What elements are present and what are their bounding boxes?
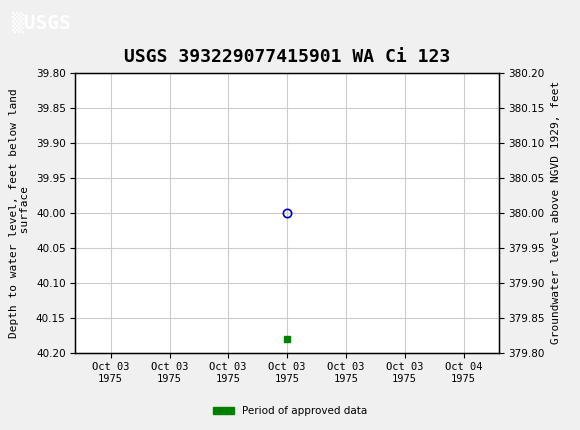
Y-axis label: Depth to water level, feet below land
 surface: Depth to water level, feet below land su… [9, 88, 30, 338]
Title: USGS 393229077415901 WA Ci 123: USGS 393229077415901 WA Ci 123 [124, 48, 450, 66]
Legend: Period of approved data: Period of approved data [209, 402, 371, 421]
Text: ▒USGS: ▒USGS [12, 12, 70, 34]
Y-axis label: Groundwater level above NGVD 1929, feet: Groundwater level above NGVD 1929, feet [550, 81, 561, 344]
